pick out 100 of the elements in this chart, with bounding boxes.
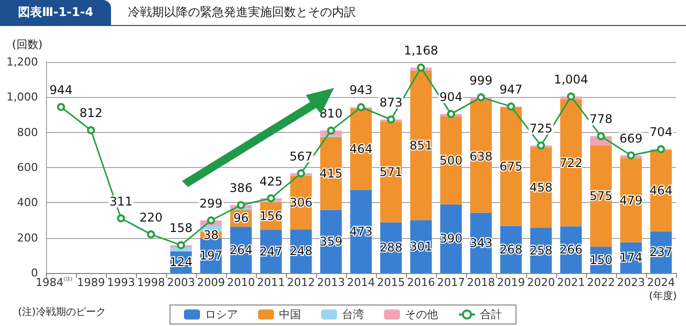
data-label: 197 [200,248,222,263]
data-label: 359 [320,234,342,248]
legend-label: 合計 [480,308,502,321]
x-tick-label: 2015 [377,276,405,289]
chart-title: 冷戦期以降の緊急発進実施回数とその内訳 [128,4,356,21]
data-label: 247 [260,244,282,258]
x-tick-label: 2024 [647,276,675,289]
bar [500,107,522,226]
data-label: 669 [620,131,642,146]
data-label: 425 [260,174,282,188]
x-tick-label: 2009 [197,276,225,289]
data-label: 722 [560,156,582,170]
data-label: 124 [170,255,192,270]
data-label: 778 [590,112,612,126]
x-axis-title: (年度) [649,290,677,303]
data-label: 248 [290,244,312,258]
x-tick-label: 1993 [107,276,135,289]
data-label: 704 [650,125,672,140]
point [507,102,515,110]
data-label: 237 [650,245,672,260]
x-tick-label: 2020 [527,276,555,289]
point [117,214,125,222]
bar [170,248,192,252]
point [387,116,395,124]
data-label: 464 [350,142,372,156]
data-label: 158 [170,221,192,236]
data-label: 266 [560,242,582,257]
y-tick-label: 1,200 [6,56,38,68]
data-label: 944 [50,83,72,98]
x-tick-label: 1998 [137,276,165,289]
x-tick-label: 2023 [617,276,645,289]
data-label: 311 [110,194,132,208]
legend-label: ロシア [205,308,238,321]
y-tick-label: 800 [17,126,38,139]
bar [470,100,492,213]
point [297,169,305,178]
data-label: 500 [440,153,462,168]
data-label: 904 [440,90,462,104]
data-label: 156 [260,208,282,223]
x-tick-label: 2011 [257,276,285,289]
data-label: 947 [500,82,522,96]
point [417,64,425,72]
data-label: 458 [530,180,552,194]
data-label: 473 [350,224,372,238]
data-label: 299 [200,196,222,210]
data-label: 464 [650,184,672,198]
point [357,103,365,112]
point [657,145,665,154]
bar [590,146,612,247]
point [207,216,215,224]
point [237,201,245,210]
x-tick-label: 2017 [437,276,465,289]
data-label: 567 [290,149,312,164]
point [87,126,95,134]
x-tick-label: 2018 [467,276,495,289]
bar [380,122,402,222]
data-label: 174 [620,250,642,265]
data-label: 343 [470,236,492,250]
data-label: 1,168 [404,44,438,58]
data-label: 264 [230,242,252,257]
point [267,194,275,202]
x-tick-label: 2010 [227,276,255,289]
y-tick-label: 400 [17,196,38,210]
x-tick-label: 2022 [587,276,615,289]
point [627,151,635,160]
data-label: 675 [500,160,522,174]
data-label: 999 [470,73,492,88]
data-label: 638 [470,150,492,164]
y-tick-label: 0 [31,266,38,280]
data-label: 812 [80,106,102,120]
data-label: 220 [140,210,162,224]
point [147,230,155,238]
data-label: 268 [500,242,522,256]
data-label: 306 [290,195,312,210]
point [327,126,335,135]
data-label: 873 [380,95,402,110]
x-tick-label: 1989 [77,276,105,289]
data-label: 575 [590,189,612,204]
data-label: 479 [620,193,642,208]
legend-label: 台湾 [342,308,364,321]
data-label: 571 [380,165,402,180]
legend-label: その他 [405,308,438,321]
data-label: 415 [320,166,342,180]
x-tick-label: 2021 [557,276,585,289]
text: 図表Ⅲ-1-1-4 [0,0,112,25]
bar [560,99,582,226]
bar [350,190,372,273]
y-tick-label: 600 [17,161,38,174]
data-label: 38 [203,228,219,242]
x-tick-label: 2016 [407,276,435,289]
point [597,132,605,140]
data-label: 1,004 [554,72,588,86]
point [177,241,185,250]
x-tick-label: 2003 [167,276,195,289]
x-tick-label: 2014 [347,276,375,289]
data-label: 386 [230,181,252,196]
data-label: 288 [380,240,402,255]
y-tick-label: 1,000 [6,90,38,104]
bar [410,70,432,220]
x-tick-label: 2012 [287,276,315,289]
